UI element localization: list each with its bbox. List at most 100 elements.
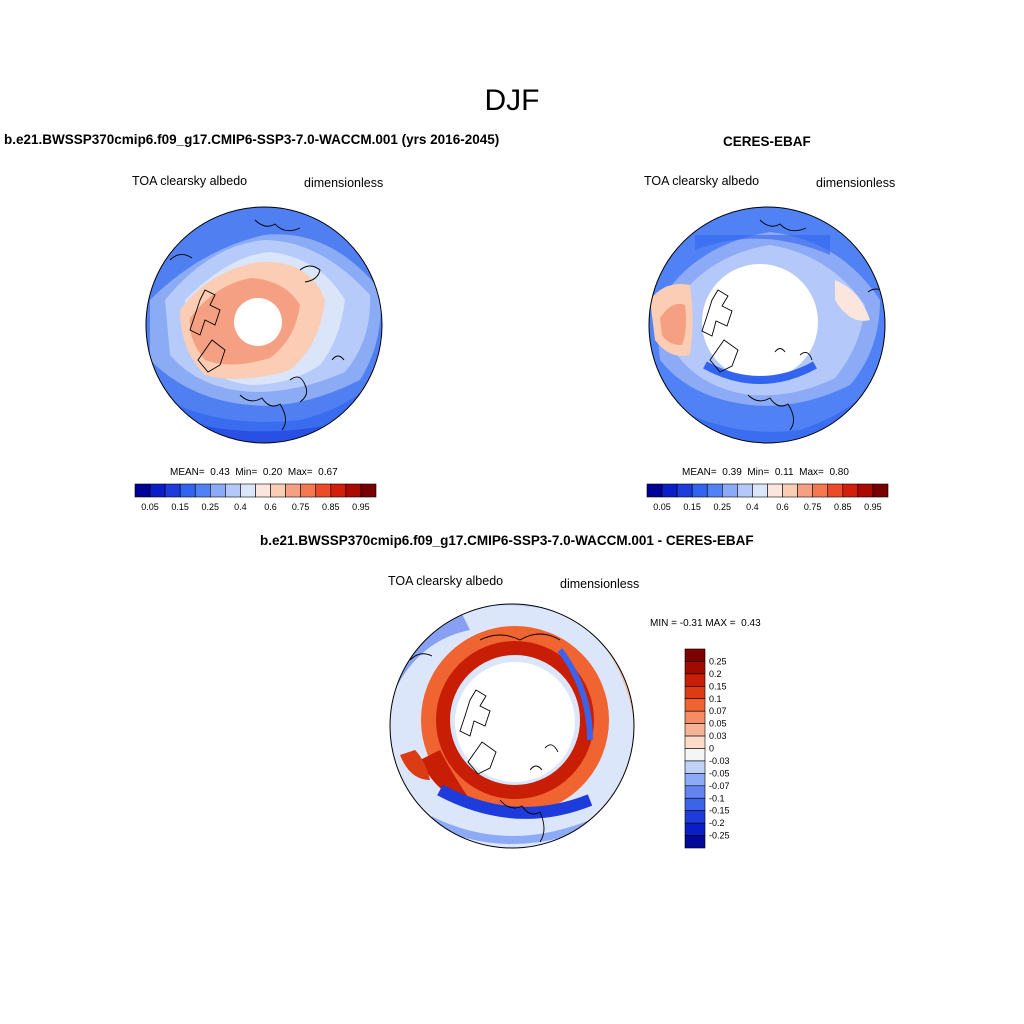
colorbar3-tick-label: -0.2 <box>709 818 725 828</box>
colorbar-panel3: 0.25 0.2 0.15 0.1 0.07 0.05 0.03 0 -0.03 -0.05 -0.… <box>684 648 730 849</box>
map-panel1-border <box>145 206 383 444</box>
colorbar2-swatch <box>691 483 708 498</box>
colorbar2-swatch <box>872 483 889 498</box>
colorbar2-swatch <box>737 483 753 498</box>
map-panel2-border <box>648 206 886 444</box>
colorbar2-tick-label: 0.95 <box>864 502 882 512</box>
panel3-min: -0.31 <box>679 618 703 629</box>
map-panel3 <box>390 604 634 848</box>
colorbar3-swatch <box>684 835 706 849</box>
colorbar3-swatch <box>684 773 706 787</box>
colorbar1-tick-label: 0.6 <box>264 502 277 512</box>
colorbar1-swatch <box>240 483 256 498</box>
colorbar1-swatch <box>300 483 317 498</box>
colorbar3-tick-label: -0.07 <box>709 781 730 791</box>
panel2-mean: 0.39 <box>722 467 742 478</box>
panel2-max: 0.80 <box>829 467 849 478</box>
panel2-stats: MEAN= 0.39 Min= 0.11 Max= 0.80 <box>682 467 849 478</box>
panel2-variable-label: TOA clearsky albedo <box>644 174 760 188</box>
colorbar1-swatch <box>345 483 362 498</box>
colorbar2-swatch <box>842 483 859 498</box>
colorbar1-tick-label: 0.95 <box>352 502 370 512</box>
colorbar3-tick-label: 0.07 <box>709 706 727 716</box>
colorbar2-tick-label: 0.05 <box>653 502 671 512</box>
map-panel3-coastlines <box>409 633 561 843</box>
colorbar3-swatch <box>684 760 706 774</box>
colorbar1-swatch <box>179 483 196 498</box>
colorbar1-swatch <box>225 483 241 498</box>
colorbar3-tick-label: 0.25 <box>709 656 727 666</box>
panel1-units-label: dimensionless <box>304 176 384 190</box>
colorbar3-swatch <box>684 710 706 724</box>
colorbar2-swatch <box>752 483 768 498</box>
colorbar2-tick-label: 0.15 <box>683 502 701 512</box>
colorbar1-tick-label: 0.85 <box>322 502 340 512</box>
colorbar3-tick-label: 0.15 <box>709 681 727 691</box>
colorbar-panel1: 0.05 0.15 0.25 0.4 0.6 0.75 0.85 0.95 <box>134 483 377 512</box>
map-panel3-border <box>389 603 635 849</box>
panel1-variable-label: TOA clearsky albedo <box>132 174 248 188</box>
colorbar1-swatch <box>134 483 151 498</box>
panel3-units-label: dimensionless <box>560 577 640 591</box>
colorbar3-tick-label: 0.05 <box>709 719 727 729</box>
colorbar1-tick-label: 0.75 <box>292 502 310 512</box>
colorbar2-tick-label: 0.85 <box>834 502 852 512</box>
figure-title: DJF <box>484 84 540 117</box>
colorbar1-swatch <box>255 483 271 498</box>
colorbar1-swatch <box>285 483 301 498</box>
panel2-units-label: dimensionless <box>816 176 896 190</box>
colorbar3-tick-label: -0.05 <box>709 768 730 778</box>
panel1-min: 0.20 <box>262 467 283 478</box>
colorbar3-swatch <box>684 723 706 737</box>
panel3-variable-label: TOA clearsky albedo <box>388 574 504 588</box>
panel3-stats: MIN = -0.31 MAX = 0.43 <box>650 618 761 629</box>
colorbar1-swatch <box>194 483 211 498</box>
colorbar2-swatch <box>722 483 738 498</box>
colorbar3-swatch <box>684 797 706 811</box>
panel3-title: b.e21.BWSSP370cmip6.f09_g17.CMIP6-SSP3-7… <box>260 533 754 548</box>
colorbar2-swatch <box>646 483 663 498</box>
colorbar3-tick-label: -0.03 <box>709 756 730 766</box>
panel3-max: 0.43 <box>741 618 761 629</box>
colorbar3-tick-label: -0.15 <box>709 806 730 816</box>
colorbar1-swatch <box>164 483 181 498</box>
colorbar2-swatch <box>812 483 829 498</box>
colorbar1-swatch <box>149 483 166 498</box>
colorbar1-tick-label: 0.15 <box>171 502 189 512</box>
colorbar1-swatch <box>315 483 332 498</box>
colorbar3-swatch <box>684 648 706 662</box>
map-panel1-coastlines <box>169 219 345 431</box>
colorbar2-tick-label: 0.6 <box>776 502 789 512</box>
colorbar3-swatch <box>684 661 706 675</box>
colorbar2-tick-label: 0.75 <box>804 502 822 512</box>
colorbar2-swatch <box>676 483 693 498</box>
colorbar1-tick-label: 0.4 <box>234 502 247 512</box>
colorbar3-tick-label: 0.1 <box>709 694 722 704</box>
map-panel1 <box>146 207 382 443</box>
colorbar3-swatch <box>684 748 706 762</box>
colorbar2-swatch <box>661 483 678 498</box>
map-panel2-coastlines <box>701 219 885 431</box>
colorbar2-swatch <box>857 483 874 498</box>
colorbar1-swatch <box>360 483 377 498</box>
colorbar1-swatch <box>270 483 286 498</box>
colorbar3-swatch <box>684 686 706 700</box>
colorbar-panel2: 0.05 0.15 0.25 0.4 0.6 0.75 0.85 0.95 <box>646 483 889 512</box>
colorbar1-tick-label: 0.25 <box>202 502 220 512</box>
colorbar3-swatch <box>684 785 706 799</box>
colorbar2-swatch <box>706 483 723 498</box>
colorbar2-swatch <box>827 483 844 498</box>
colorbar2-tick-label: 0.4 <box>746 502 759 512</box>
panel1-title: b.e21.BWSSP370cmip6.f09_g17.CMIP6-SSP3-7… <box>4 132 500 147</box>
panel1-stats: MEAN= 0.43 Min= 0.20 Max= 0.67 <box>170 467 338 478</box>
colorbar2-tick-label: 0.25 <box>714 502 732 512</box>
colorbar3-tick-label: -0.25 <box>709 831 730 841</box>
colorbar3-tick-label: 0 <box>709 744 714 754</box>
colorbar1-swatch <box>210 483 226 498</box>
colorbar3-tick-label: -0.1 <box>709 793 725 803</box>
colorbar3-tick-label: 0.2 <box>709 669 722 679</box>
colorbar2-swatch <box>767 483 783 498</box>
colorbar3-swatch <box>684 735 706 749</box>
colorbar3-swatch <box>684 698 706 712</box>
